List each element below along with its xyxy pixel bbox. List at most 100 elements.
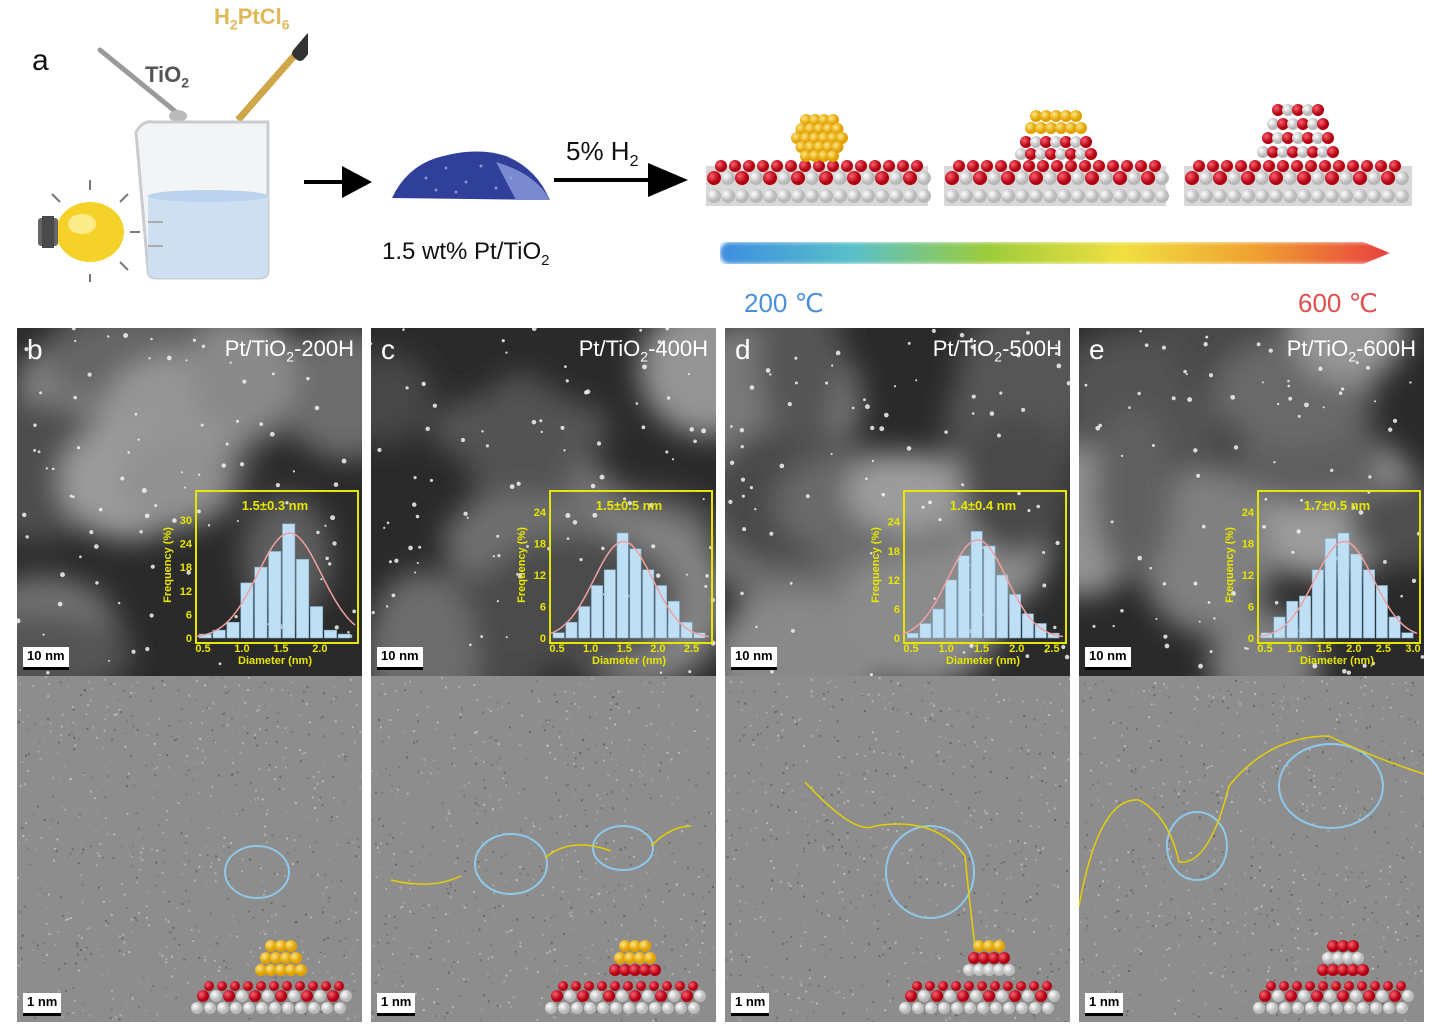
particle-outline [592,825,654,871]
scalebar-stem-b: 10 nm [23,647,69,670]
panel-letter-a: a [32,44,49,77]
histogram-bar [1388,616,1401,639]
histogram-bar [1299,595,1312,639]
hrtem-image-d: 1 nm [725,676,1070,1022]
histogram-bar [1286,600,1299,639]
histogram-bar [945,579,958,639]
panel-title-b: Pt/TiO2-200H [224,336,354,365]
x-tick-label: 1.0 [939,643,954,655]
stem-image-d: d Pt/TiO2-500H 10 nm 0 6 12 18 24 0.5 1.0 1.5 2.0 2.… [725,328,1070,676]
histogram-bar [1401,632,1414,639]
histogram-bar [282,523,296,639]
histogram-chart-e: 0 6 12 18 24 0.5 1.0 1.5 2.0 2.5 3.0 Diameter (nm) F… [1224,498,1421,667]
histogram-bar [957,555,970,639]
hrtem-image-b: 1 nm [17,676,362,1022]
histogram-bar [323,629,337,639]
y-tick-label: 24 [180,539,193,551]
x-tick-label: 1.5 [617,643,632,655]
histogram-bar [1021,613,1034,639]
histogram-inset-d [903,490,1067,644]
x-axis-label: Diameter (nm) [946,655,1020,667]
histogram-bar [983,545,996,639]
histogram-bar [919,623,932,639]
support-interface-line [390,825,692,885]
histogram-bar [1337,532,1350,639]
powder-pile [392,151,550,200]
particle-outline [474,833,548,895]
histogram-bar [667,600,680,639]
mean-size-label: 1.5±0.3 nm [242,498,308,513]
histogram-bar [1363,569,1375,639]
x-tick-label: 1.0 [234,643,249,655]
histogram-inset-e [1257,490,1421,644]
process-arrow-1 [304,166,372,198]
y-tick-label: 6 [1248,602,1254,614]
histogram-inset-b [195,490,359,644]
histogram-bar [296,558,310,639]
histogram-bar [310,606,324,639]
y-tick-label: 18 [888,546,900,558]
gaussian-fit-curve [548,540,710,638]
mean-size-label: 1.5±0.5 nm [596,498,662,513]
x-tick-label: 0.5 [1257,643,1272,655]
y-tick-label: 12 [888,575,900,587]
x-tick-label: 2.0 [1009,643,1024,655]
temperature-gradient-bar [720,242,1390,264]
x-tick-label: 0.5 [903,643,918,655]
y-tick-label: 18 [180,562,192,574]
mean-size-label: 1.4±0.4 nm [950,498,1016,513]
scalebar-hrtem-d: 1 nm [731,993,770,1016]
particle-outline [224,845,290,899]
x-tick-label: 1.5 [1317,643,1332,655]
hrtem-image-e: 1 nm [1079,676,1424,1022]
histogram-bar [1350,553,1363,639]
particle-outline [885,825,975,919]
y-tick-label: 30 [180,515,192,527]
histogram-bar [240,582,254,639]
histogram-bar [996,574,1009,639]
stem-image-e: e Pt/TiO2-600H 10 nm 0 6 12 18 24 0.5 1.0 1.5 2.0 2.… [1079,328,1424,676]
hrtem-texture-e [1079,676,1424,1022]
temperature-low-label: 200 ℃ [744,288,824,318]
histogram-bar [212,629,226,639]
y-tick-label: 0 [540,633,546,645]
gaussian-fit-curve [902,539,1064,638]
particle-outline [1278,743,1384,829]
x-tick-label: 0.5 [549,643,564,655]
y-tick-label: 12 [1242,570,1254,582]
histogram-chart-d: 0 6 12 18 24 0.5 1.0 1.5 2.0 2.5 Diameter (nm) Freq… [870,498,1064,667]
histogram-bar [642,569,655,639]
y-tick-label: 6 [186,609,192,621]
histogram-bar [603,569,616,639]
x-tick-label: 1.0 [1287,643,1302,655]
scalebar-stem-d: 10 nm [731,647,777,670]
histogram-bar [932,608,945,639]
stem-texture-e [1079,328,1424,676]
y-tick-label: 0 [894,633,900,645]
y-tick-label: 24 [534,507,547,519]
stem-image-c: c Pt/TiO2-400H 10 nm 0 6 12 18 24 0.5 1.0 1.5 2.0 2.… [371,328,716,676]
histogram-bar [337,633,351,639]
hrtem-texture-c [371,676,716,1022]
y-axis-label: Frequency (%) [870,527,882,603]
panel-title-d: Pt/TiO2-500H [932,336,1062,365]
y-tick-label: 0 [186,633,192,645]
x-tick-label: 2.5 [1376,643,1391,655]
scalebar-stem-c: 10 nm [377,647,423,670]
histogram-inset-c [549,490,713,644]
x-tick-label: 1.0 [583,643,598,655]
hrtem-image-c: 1 nm [371,676,716,1022]
panel-letter-b: b [27,334,43,365]
histogram-bar [970,531,983,639]
scalebar-hrtem-e: 1 nm [1085,993,1124,1016]
y-axis-label: Frequency (%) [162,527,174,603]
y-tick-label: 0 [1248,633,1254,645]
scalebar-hrtem-c: 1 nm [377,993,416,1016]
stem-texture-d [725,328,1070,676]
y-tick-label: 18 [1242,539,1254,551]
histogram-chart-c: 0 6 12 18 24 0.5 1.0 1.5 2.0 2.5 Diameter (nm) Freq… [516,498,710,667]
scalebar-stem-e: 10 nm [1085,647,1131,670]
x-tick-label: 0.5 [195,643,210,655]
y-axis-label: Frequency (%) [1224,527,1236,603]
